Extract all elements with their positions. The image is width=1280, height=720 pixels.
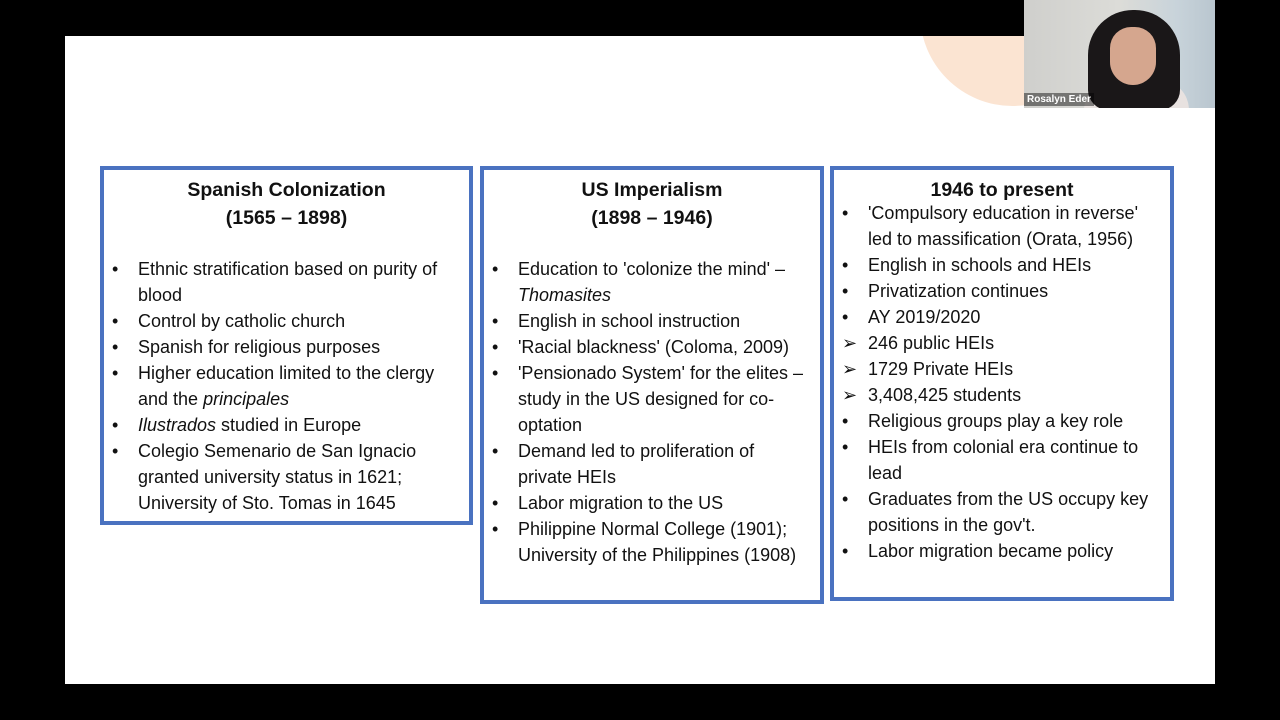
- participant-figure: [1110, 27, 1156, 85]
- bullet-icon: •: [492, 493, 499, 513]
- list-item-text: Demand led to proliferation of private H…: [518, 441, 755, 487]
- list-item-text: Privatization continues: [868, 281, 1049, 301]
- bullet-icon: •: [112, 363, 119, 383]
- list-item: • English in schools and HEIs: [834, 252, 1160, 278]
- list-item-text: Higher education limited to the clergy a…: [138, 363, 435, 409]
- list-item: • HEIs from colonial era continue to lead: [834, 434, 1160, 486]
- list-item: • Ethnic stratification based on purity o…: [104, 256, 459, 308]
- arrow-bullet-icon: ➢: [842, 359, 858, 379]
- list-item: • Education to 'colonize the mind' – Thom…: [484, 256, 810, 308]
- list-item-text: 'Pensionado System' for the elites – stu…: [518, 363, 804, 435]
- list-item-text: English in schools and HEIs: [868, 255, 1092, 275]
- column-1946-to-present: 1946 to present • 'Compulsory education i…: [830, 166, 1174, 601]
- list-item: • Ilustrados studied in Europe: [104, 412, 459, 438]
- list-item: ➢ 246 public HEIs: [834, 330, 1160, 356]
- list-item-text: AY 2019/2020: [868, 307, 981, 327]
- bullet-icon: •: [112, 311, 119, 331]
- list-item-text: Labor migration to the US: [518, 493, 724, 513]
- list-item: • 'Racial blackness' (Coloma, 2009): [484, 334, 810, 360]
- column-title-text: US Imperialism: [581, 179, 723, 201]
- bullet-icon: •: [112, 441, 119, 461]
- bullet-icon: •: [492, 337, 499, 357]
- bullet-icon: •: [492, 311, 499, 331]
- participant-video-tile[interactable]: Rosalyn Eder: [1024, 0, 1215, 108]
- list-item-text: Education to 'colonize the mind' –: [518, 259, 786, 279]
- bullet-icon: •: [112, 337, 119, 357]
- list-item: • Graduates from the US occupy key positi…: [834, 486, 1160, 538]
- bullet-icon: •: [842, 255, 849, 275]
- presentation-slide: Spanish Colonization (1565 – 1898) • Ethni…: [65, 36, 1215, 684]
- column-title: Spanish Colonization (1565 – 1898): [104, 176, 469, 232]
- bullet-icon: •: [842, 281, 849, 301]
- column-subtitle: (1565 – 1898): [225, 207, 348, 229]
- list-item-text: studied in Europe: [216, 415, 362, 435]
- column-title-text: 1946 to present: [930, 179, 1074, 201]
- list-item-text: HEIs from colonial era continue to lead: [868, 437, 1139, 483]
- bullet-icon: •: [112, 415, 119, 435]
- list-item-text: 246 public HEIs: [868, 333, 995, 353]
- bullet-list: • Education to 'colonize the mind' – Thom…: [484, 256, 820, 568]
- list-item-text: 3,408,425 students: [868, 385, 1022, 405]
- list-item: • 'Compulsory education in reverse' led t…: [834, 200, 1160, 252]
- bullet-icon: •: [842, 437, 849, 457]
- bullet-icon: •: [842, 489, 849, 509]
- arrow-bullet-icon: ➢: [842, 333, 858, 353]
- list-item: • Spanish for religious purposes: [104, 334, 459, 360]
- bullet-icon: •: [842, 541, 849, 561]
- bullet-icon: •: [112, 259, 119, 279]
- list-item-text: Ethnic stratification based on purity of…: [138, 259, 438, 305]
- list-item-text: 1729 Private HEIs: [868, 359, 1014, 379]
- list-item: • 'Pensionado System' for the elites – st…: [484, 360, 810, 438]
- list-item: • Labor migration to the US: [484, 490, 810, 516]
- bullet-icon: •: [492, 259, 499, 279]
- list-item: • Control by catholic church: [104, 308, 459, 334]
- list-item: • Philippine Normal College (1901); Unive…: [484, 516, 810, 568]
- list-item: • Colegio Semenario de San Ignacio grante…: [104, 438, 459, 516]
- bullet-list: • 'Compulsory education in reverse' led t…: [834, 200, 1170, 564]
- column-us-imperialism: US Imperialism (1898 – 1946) • Education t…: [480, 166, 824, 604]
- participant-name-label: Rosalyn Eder: [1024, 93, 1094, 106]
- list-item-text: Religious groups play a key role: [868, 411, 1124, 431]
- column-spanish-colonization: Spanish Colonization (1565 – 1898) • Ethni…: [100, 166, 473, 525]
- list-item: ➢ 3,408,425 students: [834, 382, 1160, 408]
- list-item: • Demand led to proliferation of private …: [484, 438, 810, 490]
- list-item-text: Philippine Normal College (1901); Univer…: [518, 519, 797, 565]
- bullet-icon: •: [842, 307, 849, 327]
- list-item: • Labor migration became policy: [834, 538, 1160, 564]
- column-title: 1946 to present: [834, 176, 1170, 204]
- list-item-text: Spanish for religious purposes: [138, 337, 381, 357]
- bullet-icon: •: [842, 203, 849, 223]
- list-item-text: Ilustrados: [138, 415, 217, 435]
- list-item-text: English in school instruction: [518, 311, 741, 331]
- list-item-text: Control by catholic church: [138, 311, 346, 331]
- list-item-text: Labor migration became policy: [868, 541, 1114, 561]
- list-item: • Higher education limited to the clergy …: [104, 360, 459, 412]
- list-item: • Privatization continues: [834, 278, 1160, 304]
- bullet-icon: •: [492, 441, 499, 461]
- bullet-list: • Ethnic stratification based on purity o…: [104, 256, 469, 516]
- arrow-bullet-icon: ➢: [842, 385, 858, 405]
- list-item: • AY 2019/2020: [834, 304, 1160, 330]
- list-item: • English in school instruction: [484, 308, 810, 334]
- list-item-text: Graduates from the US occupy key positio…: [868, 489, 1149, 535]
- bullet-icon: •: [842, 411, 849, 431]
- list-item-text: Thomasites: [518, 285, 612, 305]
- list-item-text: principales: [203, 389, 290, 409]
- column-subtitle: (1898 – 1946): [591, 207, 713, 229]
- bullet-icon: •: [492, 363, 499, 383]
- list-item-text: 'Racial blackness' (Coloma, 2009): [518, 337, 789, 357]
- list-item-text: Colegio Semenario de San Ignacio granted…: [138, 441, 417, 513]
- list-item-text: 'Compulsory education in reverse' led to…: [868, 203, 1138, 249]
- list-item: • Religious groups play a key role: [834, 408, 1160, 434]
- bullet-icon: •: [492, 519, 499, 539]
- column-title-text: Spanish Colonization: [187, 179, 386, 201]
- column-title: US Imperialism (1898 – 1946): [484, 176, 820, 232]
- list-item: ➢ 1729 Private HEIs: [834, 356, 1160, 382]
